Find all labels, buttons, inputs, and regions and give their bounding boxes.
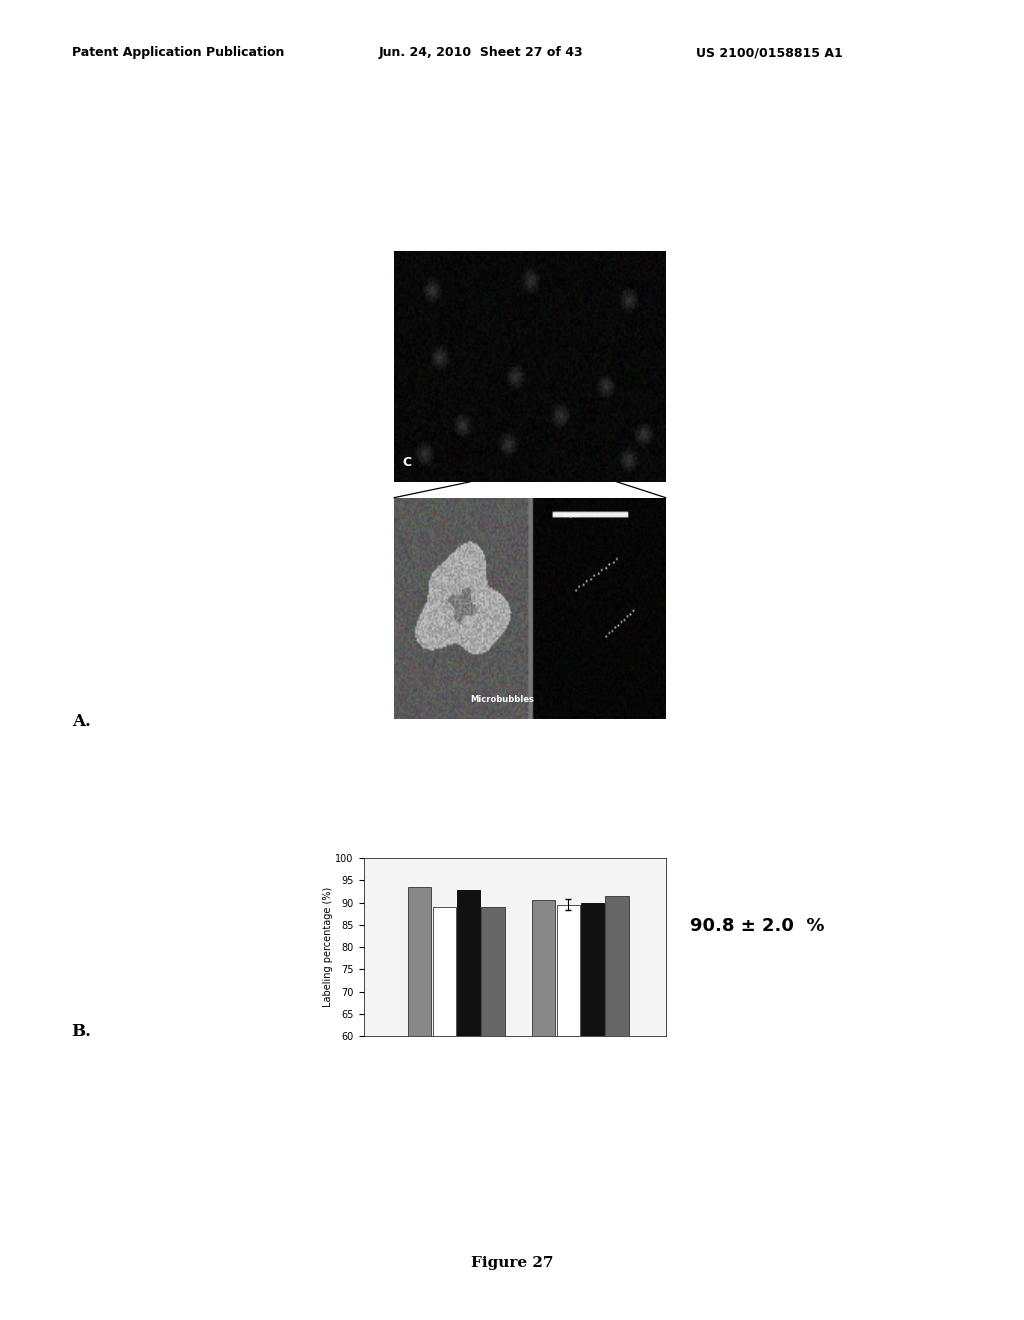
Text: 30μm: 30μm bbox=[562, 513, 581, 519]
Bar bbox=[581, 903, 604, 1036]
Bar bbox=[409, 887, 431, 1036]
Text: US 2100/0158815 A1: US 2100/0158815 A1 bbox=[696, 46, 843, 59]
Bar bbox=[433, 907, 456, 1036]
Text: Microbubbles: Microbubbles bbox=[470, 694, 535, 704]
Text: Jun. 24, 2010  Sheet 27 of 43: Jun. 24, 2010 Sheet 27 of 43 bbox=[379, 46, 584, 59]
Text: B.: B. bbox=[72, 1023, 92, 1040]
Text: C: C bbox=[402, 455, 412, 469]
Bar bbox=[457, 890, 480, 1036]
Bar bbox=[532, 900, 555, 1036]
Bar bbox=[557, 904, 580, 1036]
Y-axis label: Labeling percentage (%): Labeling percentage (%) bbox=[323, 887, 333, 1007]
Text: A.: A. bbox=[72, 713, 90, 730]
Text: Figure 27: Figure 27 bbox=[471, 1255, 553, 1270]
Bar bbox=[605, 896, 629, 1036]
Bar bbox=[481, 907, 505, 1036]
Text: 90.8 ± 2.0  %: 90.8 ± 2.0 % bbox=[690, 916, 824, 935]
Text: Patent Application Publication: Patent Application Publication bbox=[72, 46, 284, 59]
